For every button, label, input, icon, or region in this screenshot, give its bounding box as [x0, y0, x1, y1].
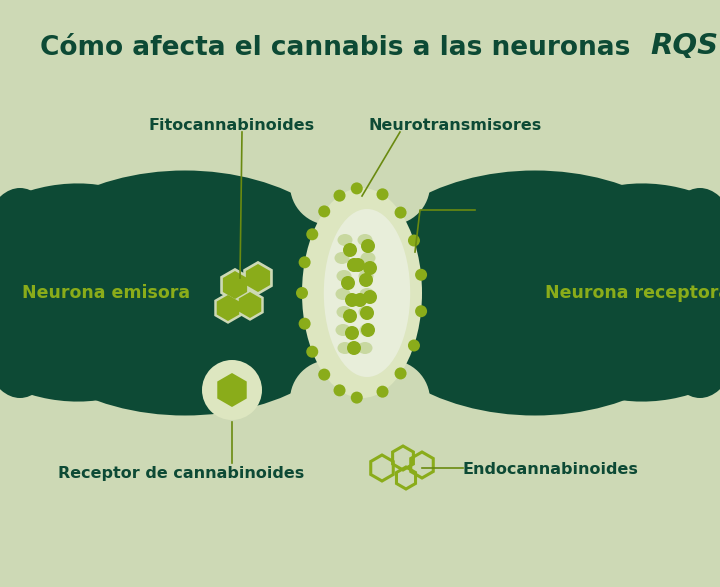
Circle shape — [318, 369, 330, 380]
Ellipse shape — [358, 234, 372, 246]
Circle shape — [351, 258, 365, 272]
Text: RQS: RQS — [650, 32, 718, 60]
Ellipse shape — [359, 270, 374, 282]
Ellipse shape — [338, 234, 353, 246]
Ellipse shape — [359, 306, 374, 318]
Polygon shape — [239, 292, 261, 318]
Polygon shape — [236, 289, 264, 321]
Circle shape — [299, 257, 310, 268]
Text: Receptor de cannabinoides: Receptor de cannabinoides — [58, 466, 305, 481]
Circle shape — [343, 309, 357, 323]
Ellipse shape — [290, 360, 370, 440]
Circle shape — [361, 239, 375, 253]
Text: Neurona receptora: Neurona receptora — [545, 284, 720, 302]
Circle shape — [359, 273, 373, 287]
Ellipse shape — [0, 188, 70, 398]
Circle shape — [395, 367, 407, 379]
Ellipse shape — [561, 278, 720, 402]
Ellipse shape — [359, 288, 374, 300]
Text: Endocannabinoides: Endocannabinoides — [463, 462, 639, 477]
Text: Neurona emisora: Neurona emisora — [22, 284, 190, 302]
Text: Neurotransmisores: Neurotransmisores — [368, 118, 541, 133]
Text: Receptores de: Receptores de — [475, 195, 598, 210]
Circle shape — [363, 290, 377, 304]
Ellipse shape — [336, 270, 351, 282]
Ellipse shape — [0, 278, 159, 402]
Circle shape — [408, 339, 420, 352]
Polygon shape — [217, 373, 247, 407]
Circle shape — [347, 258, 361, 272]
Circle shape — [318, 205, 330, 217]
Polygon shape — [223, 271, 247, 299]
Circle shape — [347, 341, 361, 355]
Ellipse shape — [336, 306, 351, 318]
Ellipse shape — [302, 188, 422, 398]
Circle shape — [360, 306, 374, 320]
Circle shape — [299, 318, 310, 330]
Text: Cómo afecta el cannabis a las neuronas: Cómo afecta el cannabis a las neuronas — [40, 35, 631, 61]
Ellipse shape — [650, 188, 720, 398]
Circle shape — [345, 293, 359, 307]
Circle shape — [377, 188, 389, 200]
Ellipse shape — [350, 145, 430, 225]
Polygon shape — [220, 268, 250, 302]
Circle shape — [415, 305, 427, 317]
Circle shape — [345, 326, 359, 340]
Ellipse shape — [338, 342, 353, 354]
Ellipse shape — [350, 360, 430, 440]
Ellipse shape — [0, 183, 159, 306]
Circle shape — [353, 293, 367, 307]
Circle shape — [351, 183, 363, 194]
Circle shape — [306, 228, 318, 240]
Ellipse shape — [359, 324, 374, 336]
Ellipse shape — [336, 288, 351, 300]
Circle shape — [415, 269, 427, 281]
Ellipse shape — [324, 209, 410, 377]
Ellipse shape — [0, 170, 370, 416]
Circle shape — [377, 386, 389, 397]
Ellipse shape — [336, 324, 351, 336]
Circle shape — [351, 392, 363, 404]
Circle shape — [202, 360, 262, 420]
Polygon shape — [243, 261, 273, 295]
Circle shape — [363, 261, 377, 275]
Ellipse shape — [350, 170, 720, 416]
Ellipse shape — [290, 145, 370, 225]
Polygon shape — [215, 292, 242, 324]
Circle shape — [343, 243, 357, 257]
Text: Fitocannabinoides: Fitocannabinoides — [148, 118, 314, 133]
Ellipse shape — [335, 252, 349, 264]
Text: neurotransmisores: neurotransmisores — [475, 213, 637, 228]
Circle shape — [306, 346, 318, 357]
Ellipse shape — [561, 183, 720, 306]
Circle shape — [341, 276, 355, 290]
Circle shape — [333, 190, 346, 202]
Circle shape — [395, 207, 407, 218]
Circle shape — [361, 323, 375, 337]
Circle shape — [333, 384, 346, 396]
Polygon shape — [217, 295, 239, 321]
Polygon shape — [246, 264, 270, 292]
Ellipse shape — [361, 252, 376, 264]
Circle shape — [408, 234, 420, 247]
Ellipse shape — [358, 342, 372, 354]
Circle shape — [296, 287, 308, 299]
